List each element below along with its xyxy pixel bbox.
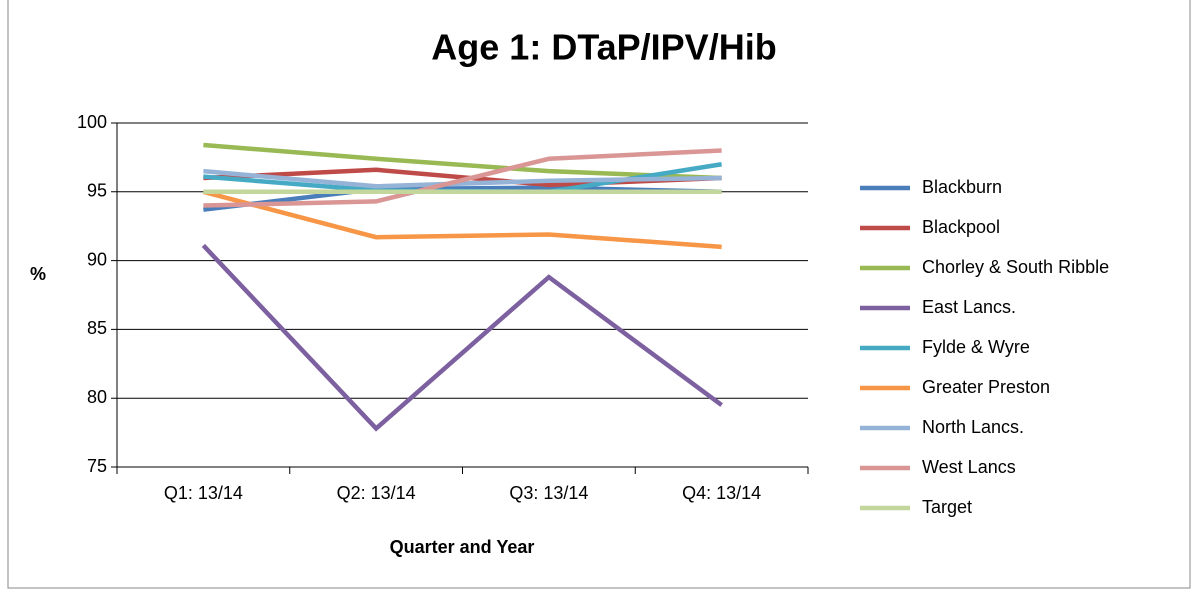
x-axis-title: Quarter and Year [390, 537, 535, 557]
series-line [203, 148, 722, 208]
series-line [202, 189, 722, 250]
legend-label: Fylde & Wyre [922, 337, 1030, 357]
x-tick-label: Q3: 13/14 [509, 483, 588, 503]
y-tick-label: 85 [87, 318, 107, 338]
legend-label: Greater Preston [922, 377, 1050, 397]
legend-label: East Lancs. [922, 297, 1016, 317]
x-tick-label: Q2: 13/14 [337, 483, 416, 503]
legend-label: West Lancs [922, 457, 1016, 477]
series-line [201, 243, 723, 432]
y-tick-label: 95 [87, 181, 107, 201]
series-line [203, 142, 722, 181]
y-axis-title: % [30, 264, 46, 284]
legend-label: North Lancs. [922, 417, 1024, 437]
y-tick-label: 90 [87, 249, 107, 269]
legend-label: Blackpool [922, 217, 1000, 237]
y-tick-label: 100 [77, 112, 107, 132]
legend-label: Blackburn [922, 177, 1002, 197]
chart-frame [7, 0, 1191, 589]
series-line [203, 168, 722, 189]
x-tick-label: Q4: 13/14 [682, 483, 761, 503]
legend-label: Target [922, 497, 972, 517]
x-tick-label: Q1: 13/14 [164, 483, 243, 503]
y-tick-label: 80 [87, 387, 107, 407]
y-tick-label: 75 [87, 456, 107, 476]
legend-label: Chorley & South Ribble [922, 257, 1109, 277]
chart-title: Age 1: DTaP/IPV/Hib [431, 27, 776, 68]
